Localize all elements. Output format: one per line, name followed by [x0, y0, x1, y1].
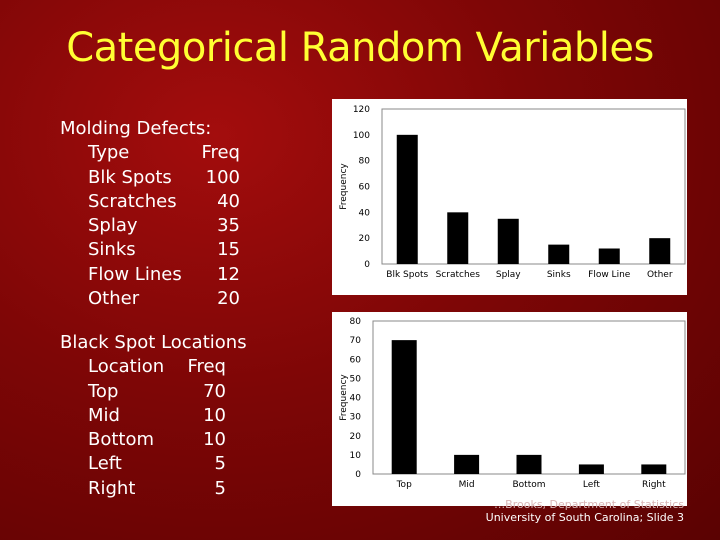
y-tick-label: 10 [350, 451, 362, 461]
y-tick-label: 40 [350, 394, 362, 404]
y-axis-label: Frequency [339, 163, 349, 210]
table-row: Left 5 [60, 452, 320, 476]
molding-heading-row: Molding Defects: [60, 117, 320, 141]
table-row: Blk Spots 100 [60, 166, 320, 190]
molding-defects-chart: 0 20 40 60 80 100 120 Frequency Blk Spots Scratch… [332, 99, 687, 295]
table-row: Scratches 40 [60, 190, 320, 214]
y-tick-label: 0 [355, 470, 361, 480]
y-tick-label: 60 [359, 183, 371, 193]
bar-flow-line [598, 248, 620, 264]
bar-splay [497, 218, 519, 264]
y-tick-label: 100 [353, 131, 370, 141]
location-freq: 5 [214, 477, 226, 499]
defect-type: Sinks [88, 239, 136, 261]
defect-freq: 15 [217, 239, 240, 261]
x-tick-label: Right [642, 480, 666, 490]
defect-type: Scratches [88, 190, 177, 212]
bar-other [649, 238, 671, 264]
bar-top [391, 340, 417, 474]
x-tick-label: Splay [496, 270, 521, 280]
location-name: Bottom [88, 429, 155, 451]
y-tick-label: 20 [350, 432, 362, 442]
defect-freq: 12 [217, 263, 240, 285]
black-spot-table: Black Spot Locations Location Freq Top 7… [60, 331, 320, 501]
bar-right [641, 464, 667, 474]
slide-title: Categorical Random Variables [66, 25, 654, 71]
x-tick-label: Bottom [512, 480, 545, 490]
molding-heading: Molding Defects: [60, 118, 212, 139]
x-tick-label: Top [396, 480, 412, 490]
defect-type: Blk Spots [88, 166, 172, 188]
blackspot-col-freq-header: Freq [187, 356, 226, 378]
blackspot-header-row: Location Freq [60, 355, 320, 379]
defect-type: Flow Lines [88, 263, 182, 285]
y-tick-label: 0 [364, 260, 370, 270]
x-tick-label: Flow Line [588, 270, 631, 280]
location-name: Right [88, 477, 136, 499]
blackspot-col-location-header: Location [88, 356, 165, 378]
table-row: Other 20 [60, 287, 320, 311]
blackspot-heading: Black Spot Locations [60, 332, 247, 353]
y-tick-label: 50 [350, 374, 362, 384]
y-tick-label: 60 [350, 355, 362, 365]
blackspot-heading-row: Black Spot Locations [60, 331, 320, 355]
y-tick-label: 40 [359, 208, 371, 218]
bar-blk-spots [396, 134, 418, 264]
defect-type: Splay [88, 215, 138, 237]
location-freq: 10 [203, 429, 226, 451]
y-tick-label: 80 [350, 317, 362, 327]
y-tick-label: 70 [350, 336, 362, 346]
x-tick-label: Sinks [547, 270, 571, 280]
defect-freq: 20 [217, 288, 240, 310]
x-tick-label: Left [583, 480, 600, 490]
y-tick-label: 20 [359, 234, 371, 244]
bar-sinks [548, 244, 570, 264]
location-name: Mid [88, 404, 120, 426]
black-spot-chart: 0 10 20 30 40 50 60 70 80 Frequency Top Mid Bottom Le… [332, 312, 687, 506]
defect-freq: 40 [217, 190, 240, 212]
bar-bottom [516, 454, 542, 474]
molding-col-type-header: Type [88, 142, 130, 164]
y-tick-label: 80 [359, 157, 371, 167]
molding-header-row: Type Freq [60, 141, 320, 165]
defect-freq: 35 [217, 215, 240, 237]
black-spot-chart-svg: 0 10 20 30 40 50 60 70 80 Frequency Top Mid Bottom Le… [339, 317, 686, 490]
location-name: Left [88, 453, 122, 475]
table-row: Top 70 [60, 380, 320, 404]
footer-department: …Brooks, Department of Statistics [494, 498, 684, 511]
location-name: Top [88, 380, 119, 402]
molding-defects-table: Molding Defects: Type Freq Blk Spots 100… [60, 117, 320, 311]
molding-col-freq-header: Freq [201, 142, 240, 164]
bar-mid [454, 454, 480, 474]
x-tick-label: Other [647, 270, 673, 280]
molding-defects-chart-svg: 0 20 40 60 80 100 120 Frequency Blk Spots Scratch… [339, 105, 686, 280]
plot-frame [372, 320, 686, 475]
bar-left [578, 464, 604, 474]
x-tick-label: Scratches [436, 270, 481, 280]
location-freq: 10 [203, 404, 226, 426]
x-tick-label: Blk Spots [386, 270, 428, 280]
table-row: Sinks 15 [60, 238, 320, 262]
y-tick-label: 120 [353, 105, 370, 115]
table-row: Bottom 10 [60, 428, 320, 452]
footer-university: University of South Carolina; Slide 3 [485, 511, 684, 524]
y-tick-label: 30 [350, 413, 362, 423]
table-row: Flow Lines 12 [60, 263, 320, 287]
y-axis-label: Frequency [339, 374, 349, 421]
table-row: Mid 10 [60, 404, 320, 428]
x-tick-label: Mid [459, 480, 475, 490]
table-row: Splay 35 [60, 214, 320, 238]
bar-scratches [447, 212, 469, 264]
defect-type: Other [88, 288, 140, 310]
defect-freq: 100 [205, 166, 240, 188]
table-row: Right 5 [60, 477, 320, 501]
location-freq: 70 [203, 380, 226, 402]
plot-frame [381, 108, 686, 265]
location-freq: 5 [214, 453, 226, 475]
